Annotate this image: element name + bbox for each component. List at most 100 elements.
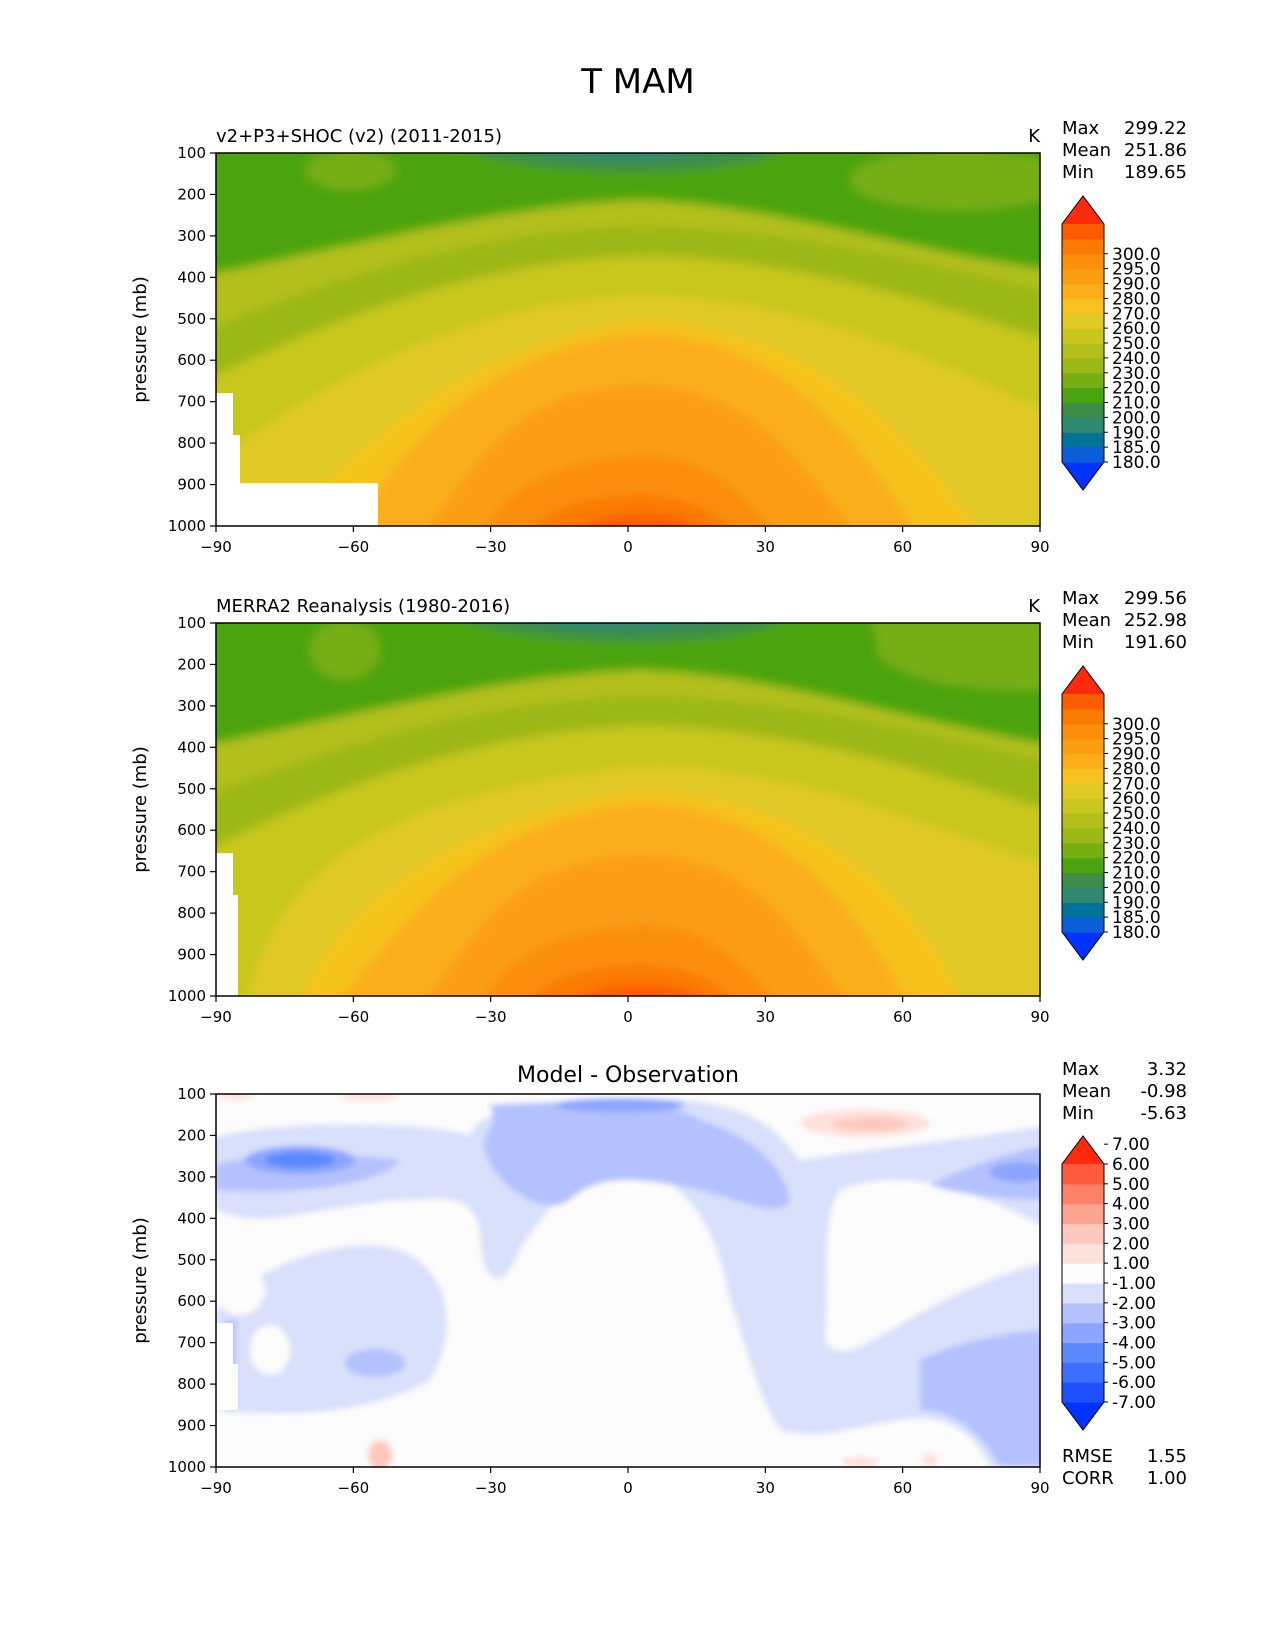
figure-title: T MAM [580, 62, 695, 102]
colorbar-extend-min [1062, 932, 1104, 960]
panel-title-test: v2+P3+SHOC (v2) (2011-2015) [216, 126, 502, 147]
colorbar-label: 295.0 [1112, 730, 1161, 750]
stat-value-mean: 252.98 [1124, 610, 1187, 631]
colorbar-segment [1062, 447, 1104, 463]
colorbar-segment [1062, 417, 1104, 433]
stat-label-max: Max [1062, 118, 1100, 139]
xtick-label: 60 [893, 1479, 912, 1497]
colorbar-segment [1062, 723, 1104, 740]
stat-label-mean: Mean [1062, 610, 1111, 631]
xticks-reference: −90 −60 −30 0 30 60 90 [200, 996, 1050, 1026]
rmse-value: 1.55 [1147, 1446, 1187, 1467]
colorbar-label: -1.00 [1112, 1274, 1156, 1294]
colorbar-label: 3.00 [1112, 1215, 1150, 1235]
colorbar-segment [1062, 1322, 1104, 1344]
xtick-label: −60 [338, 538, 370, 556]
ytick-label: 100 [177, 614, 206, 632]
rmse-label: RMSE [1062, 1446, 1113, 1467]
ytick-label: 300 [177, 697, 206, 715]
colorbar-label: -6.00 [1112, 1373, 1156, 1393]
ytick-label: 100 [177, 144, 206, 162]
colorbar-segment [1062, 1302, 1104, 1324]
colorbar-extend-max [1062, 196, 1104, 224]
colorbar-segment [1062, 253, 1104, 270]
colorbar-label: 290.0 [1112, 275, 1161, 295]
colorbar-segment [1062, 1243, 1104, 1264]
xtick-label: 60 [893, 1008, 912, 1026]
colorbar-segment [1062, 1362, 1104, 1383]
colorbar-label: 240.0 [1112, 819, 1161, 839]
panel-title-difference: Model - Observation [517, 1063, 739, 1088]
colorbar-label: 250.0 [1112, 334, 1161, 354]
stat-value-min: 189.65 [1124, 162, 1187, 183]
stats-test: Max 299.22 Mean 251.86 Min 189.65 [1062, 118, 1187, 183]
colorbar-segment [1062, 1183, 1104, 1205]
colorbar-segment [1062, 768, 1104, 784]
stat-label-min: Min [1062, 162, 1094, 183]
colorbar-segment [1062, 827, 1104, 844]
colorbar-segment [1062, 1382, 1104, 1403]
colorbar-segment [1062, 738, 1104, 755]
colorbar-label: 7.00 [1112, 1135, 1150, 1155]
xtick-label: 0 [623, 1008, 633, 1026]
colorbar-segment [1062, 708, 1104, 725]
ytick-label: 1000 [168, 517, 206, 535]
ytick-label: 900 [177, 1417, 206, 1435]
stat-label-min: Min [1062, 1103, 1094, 1124]
colorbar-label: 1.00 [1112, 1254, 1150, 1274]
xtick-label: 30 [756, 1008, 775, 1026]
colorbar-label: 220.0 [1112, 849, 1161, 869]
colorbar-label: 185.0 [1112, 908, 1161, 928]
contour-field-test [216, 153, 1040, 526]
colorbar-segment [1062, 857, 1104, 874]
colorbar-label: 190.0 [1112, 423, 1161, 443]
ytick-label: 400 [177, 1209, 206, 1227]
ytick-label: 400 [177, 738, 206, 756]
stat-value-mean: -0.98 [1140, 1081, 1187, 1102]
colorbar-segment [1062, 917, 1104, 933]
ytick-label: 700 [177, 393, 206, 411]
xtick-label: −30 [475, 1479, 507, 1497]
colorbar-label: -3.00 [1112, 1314, 1156, 1334]
colorbar-segment [1062, 328, 1104, 344]
stat-value-max: 299.56 [1124, 588, 1187, 609]
xtick-label: −30 [475, 538, 507, 556]
stat-value-max: 3.32 [1147, 1059, 1187, 1080]
ylabel-difference: pressure (mb) [130, 1217, 151, 1343]
ytick-label: 700 [177, 1334, 206, 1352]
colorbar-label: 190.0 [1112, 893, 1161, 913]
colorbar-label: 4.00 [1112, 1195, 1150, 1215]
ytick-label: 900 [177, 946, 206, 964]
colorbar-segment [1062, 343, 1104, 359]
ytick-label: 200 [177, 185, 206, 203]
xtick-label: −90 [200, 1479, 232, 1497]
yticks-difference: 100 200 300 400 500 600 700 800 900 1000 [168, 1085, 216, 1476]
ytick-label: 400 [177, 268, 206, 286]
colorbar-label: -2.00 [1112, 1294, 1156, 1314]
colorbar-segment [1062, 283, 1104, 299]
xtick-label: −60 [338, 1008, 370, 1026]
units-test: K [1028, 126, 1041, 147]
colorbar-label: 250.0 [1112, 804, 1161, 824]
xtick-label: −90 [200, 538, 232, 556]
ytick-label: 800 [177, 1375, 206, 1393]
colorbar-segment [1062, 313, 1104, 329]
ytick-label: 800 [177, 434, 206, 452]
ytick-label: 200 [177, 655, 206, 673]
colorbar-reference: 180.0185.0190.0200.0210.0220.0230.0240.0… [1061, 665, 1161, 961]
colorbar-segment [1062, 268, 1104, 285]
colorbar-segment [1062, 887, 1104, 903]
colorbar-segment [1062, 298, 1104, 314]
stats-reference: Max 299.56 Mean 252.98 Min 191.60 [1062, 588, 1187, 653]
colorbar-segment [1062, 387, 1104, 404]
xtick-label: −90 [200, 1008, 232, 1026]
stats-difference: Max 3.32 Mean -0.98 Min -5.63 [1062, 1059, 1187, 1124]
units-reference: K [1028, 596, 1041, 617]
ytick-label: 500 [177, 1251, 206, 1269]
colorbar-label: 210.0 [1112, 864, 1161, 884]
colorbar-label: 180.0 [1112, 923, 1161, 943]
ytick-label: 700 [177, 863, 206, 881]
ylabel-reference: pressure (mb) [130, 746, 151, 872]
stat-value-min: -5.63 [1140, 1103, 1187, 1124]
colorbar-segment [1062, 694, 1104, 710]
